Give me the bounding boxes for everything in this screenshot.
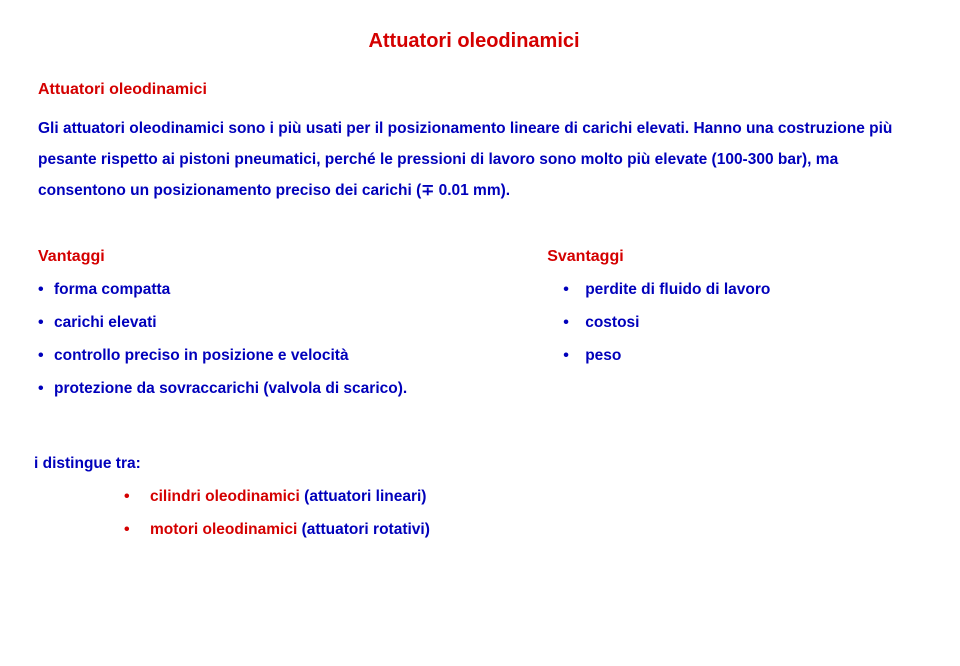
vantaggi-list: forma compatta carichi elevati controllo…	[38, 280, 407, 400]
sublist-paren: (attuatori lineari)	[304, 488, 426, 505]
list-item: protezione da sovraccarichi (valvola di …	[38, 379, 407, 399]
page-title: Attuatori oleodinamici	[38, 30, 910, 53]
list-item: forma compatta	[38, 280, 407, 300]
vantaggi-column: Vantaggi forma compatta carichi elevati …	[38, 248, 407, 413]
para-text-3: dei carichi (	[331, 182, 421, 199]
para-text-2: posizionamento preciso	[153, 182, 330, 199]
columns-wrapper: Vantaggi forma compatta carichi elevati …	[38, 248, 910, 413]
sublist-paren: (attuatori rotativi)	[302, 521, 430, 538]
section-subtitle: Attuatori oleodinamici	[38, 81, 910, 99]
svantaggi-column: Svantaggi perdite di fluido di lavoro co…	[547, 248, 770, 413]
para-text-4: 0.01 mm).	[434, 182, 510, 199]
sublist-main: motori oleodinamici	[150, 521, 302, 538]
intro-paragraph: Gli attuatori oleodinamici sono i più us…	[38, 113, 910, 206]
list-item: carichi elevati	[38, 313, 407, 333]
svantaggi-list: perdite di fluido di lavoro costosi peso	[563, 280, 770, 366]
distingue-sublist: cilindri oleodinamici (attuatori lineari…	[124, 487, 910, 540]
list-item: cilindri oleodinamici (attuatori lineari…	[124, 487, 910, 507]
list-item: controllo preciso in posizione e velocit…	[38, 346, 407, 366]
distingue-label: i distingue tra:	[34, 455, 910, 473]
sublist-main: cilindri oleodinamici	[150, 488, 304, 505]
list-item: perdite di fluido di lavoro	[563, 280, 770, 300]
svantaggi-heading: Svantaggi	[547, 248, 770, 266]
list-item: motori oleodinamici (attuatori rotativi)	[124, 520, 910, 540]
para-symbol: ∓	[421, 182, 434, 199]
list-item: costosi	[563, 313, 770, 333]
list-item: peso	[563, 346, 770, 366]
vantaggi-heading: Vantaggi	[38, 248, 407, 266]
